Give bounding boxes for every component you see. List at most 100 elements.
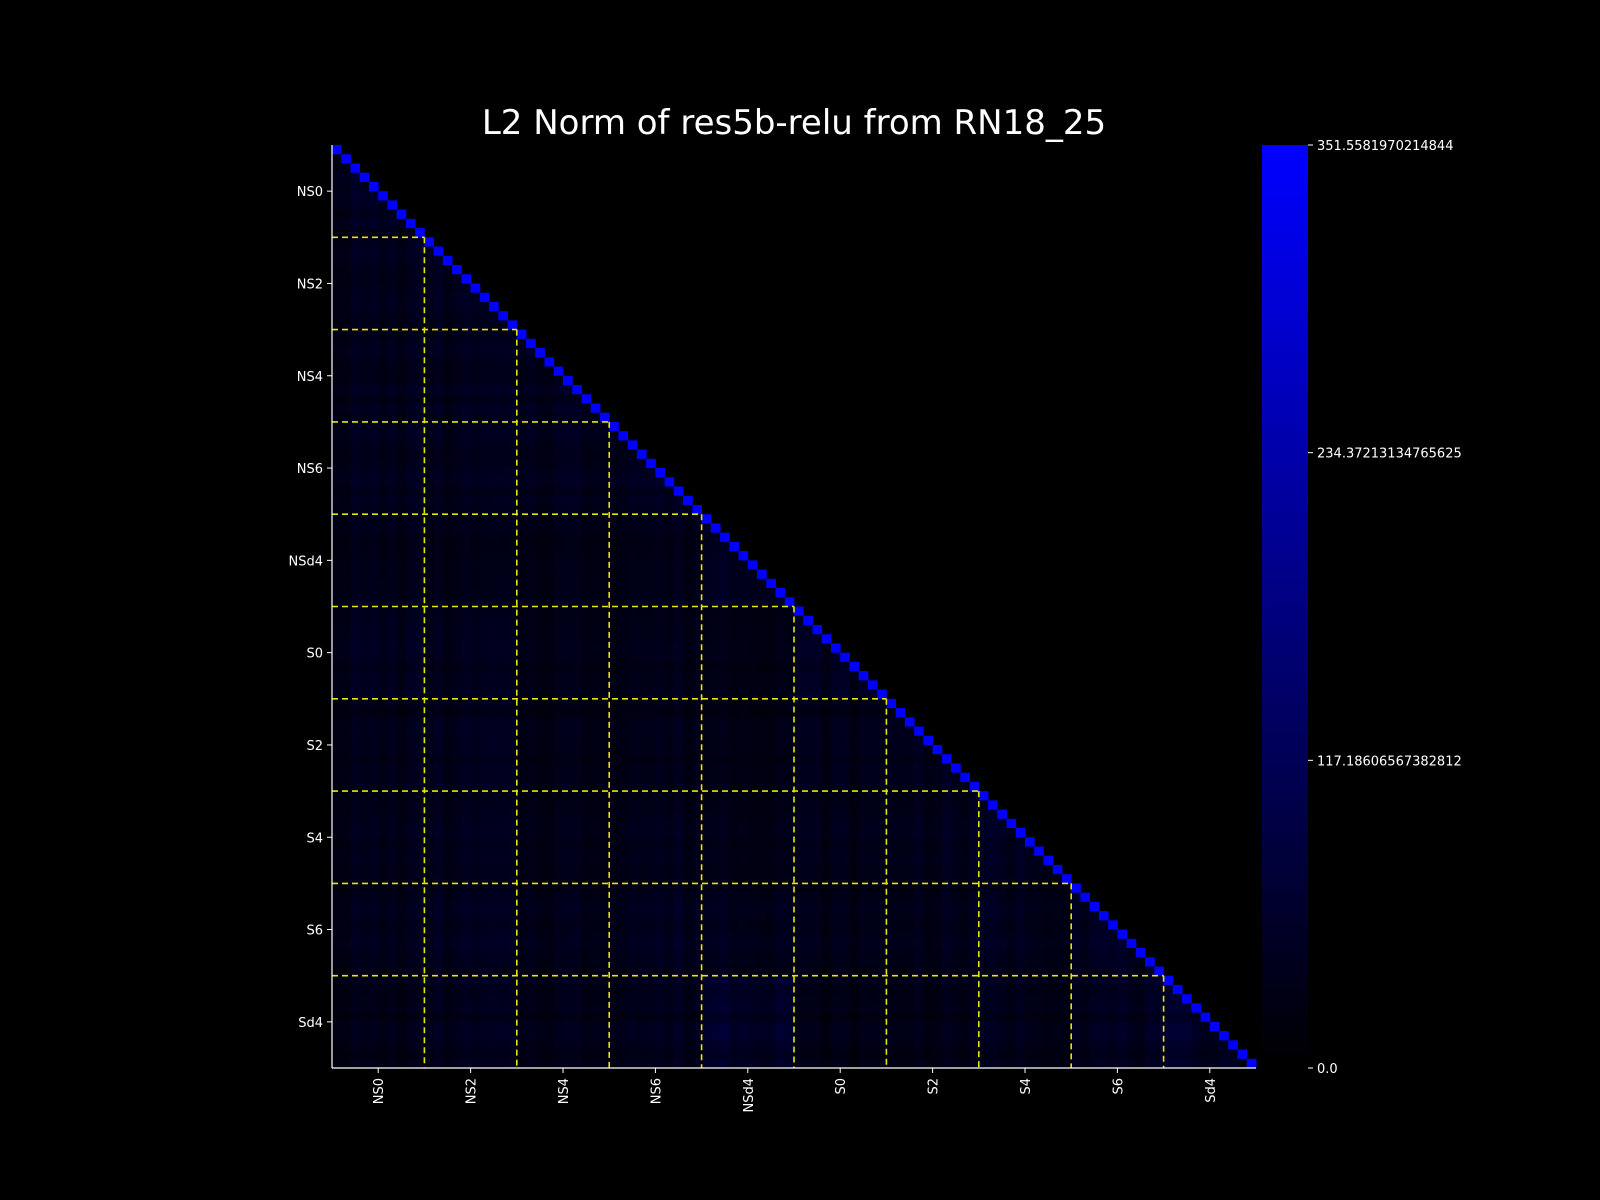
heatmap-cell [812,874,823,884]
heatmap-cell [461,477,471,487]
heatmap-cell [794,1049,804,1060]
heatmap-cell [1089,1012,1100,1023]
heatmap-cell [673,818,684,829]
heatmap-cell [1089,1003,1100,1014]
heatmap-cell [821,818,832,829]
heatmap-cell [895,975,906,986]
heatmap-cell [452,486,462,497]
heatmap-cell [609,1031,619,1041]
heatmap-cell [627,588,638,598]
heatmap-cell [812,948,823,958]
heatmap-cell [535,966,545,977]
heatmap-cell [636,708,647,718]
heatmap-cell [350,329,361,340]
heatmap-cell [664,597,675,607]
heatmap-cell [1034,846,1044,857]
heatmap-cell [581,975,592,986]
heatmap-cell [396,615,407,626]
heatmap-cell [572,846,582,857]
heatmap-cell [461,643,471,654]
heatmap-cell [895,809,906,820]
heatmap-cell [646,929,656,940]
heatmap-cell [507,348,518,358]
heatmap-cell [840,1003,850,1014]
heatmap-cell [858,671,869,681]
heatmap-cell [341,375,351,386]
heatmap-cell [544,929,555,940]
heatmap-cell [1117,1012,1128,1023]
heatmap-cell [1006,1049,1017,1060]
heatmap-cell [794,901,804,912]
heatmap-cell [433,874,444,884]
heatmap-cell [886,948,897,958]
heatmap-cell [794,763,804,774]
heatmap-cell [766,634,776,644]
heatmap-cell [1025,911,1035,921]
heatmap-cell [812,938,823,949]
heatmap-cell [914,754,924,764]
heatmap-cell [498,828,508,838]
heatmap-cell [396,855,407,866]
heatmap-cell [738,680,749,690]
heatmap-cell [498,412,508,423]
heatmap-cell [627,477,638,487]
heatmap-cell [784,698,795,709]
heatmap-cell [489,901,499,912]
heatmap-cell [627,957,638,967]
heatmap-cell [830,846,841,857]
heatmap-cell [720,791,730,801]
heatmap-cell [757,1049,767,1060]
heatmap-cell [978,864,989,875]
heatmap-cell [997,892,1007,903]
heatmap-cell [433,560,444,570]
heatmap-cell [563,560,573,570]
heatmap-cell [498,403,508,414]
heatmap-cell [618,560,629,570]
heatmap-cell [664,477,675,487]
heatmap-cell [581,754,592,764]
heatmap-cell [803,624,813,635]
heatmap-cell [997,874,1007,884]
heatmap-cell [535,495,545,506]
heatmap-cell [646,578,656,589]
heatmap-cell [507,394,518,404]
heatmap-cell [1071,911,1081,921]
heatmap-cell [1006,911,1017,921]
heatmap-cell [341,440,351,450]
heatmap-cell [368,311,379,321]
heatmap-cell [442,892,453,903]
heatmap-cell [396,726,407,737]
heatmap-cell [461,652,471,663]
heatmap-cell [766,911,776,921]
heatmap-cell [692,754,702,764]
heatmap-cell [359,338,370,349]
heatmap-cell [812,828,823,838]
heatmap-cell [396,975,407,986]
heatmap-cell [849,837,860,847]
heatmap-cell [701,671,712,681]
heatmap-cell [424,698,435,709]
heatmap-cell [368,209,379,220]
heatmap-cell [599,837,610,847]
heatmap-cell [415,735,425,746]
heatmap-cell [359,800,370,810]
heatmap-cell [664,957,675,967]
heatmap-cell [461,809,471,820]
heatmap-cell [609,929,619,940]
heatmap-cell [812,892,823,903]
heatmap-cell [701,901,712,912]
heatmap-cell [941,1012,952,1023]
heatmap-cell [951,994,961,1004]
heatmap-cell [1071,966,1081,977]
heatmap-cell [830,671,841,681]
heatmap-cell [701,624,712,635]
heatmap-cell [563,772,573,783]
heatmap-cell [720,1049,730,1060]
heatmap-cell [563,892,573,903]
heatmap-cell [664,652,675,663]
heatmap-cell [572,606,582,617]
heatmap-cell [1034,920,1044,930]
heatmap-cell [1108,1021,1118,1032]
heatmap-cell [535,763,545,774]
heatmap-cell [341,597,351,607]
